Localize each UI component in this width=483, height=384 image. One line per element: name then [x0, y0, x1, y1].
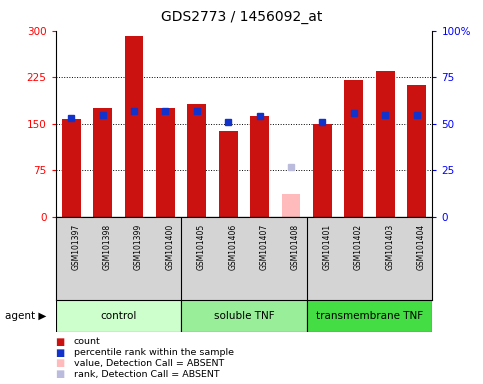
Bar [62, 119, 81, 217]
Text: GSM101398: GSM101398 [103, 223, 112, 270]
Text: GSM101402: GSM101402 [354, 223, 363, 270]
Text: percentile rank within the sample: percentile rank within the sample [74, 348, 234, 357]
Bar [407, 85, 426, 217]
Text: soluble TNF: soluble TNF [213, 311, 274, 321]
Bar [344, 80, 363, 217]
Text: rank, Detection Call = ABSENT: rank, Detection Call = ABSENT [74, 369, 220, 379]
Bar [93, 108, 112, 217]
Bar [181, 300, 307, 332]
Text: GSM101405: GSM101405 [197, 223, 206, 270]
Text: GSM101403: GSM101403 [385, 223, 394, 270]
Bar [313, 124, 332, 217]
Bar [219, 131, 238, 217]
Text: ■: ■ [56, 348, 65, 358]
Text: value, Detection Call = ABSENT: value, Detection Call = ABSENT [74, 359, 224, 368]
Text: agent ▶: agent ▶ [5, 311, 46, 321]
Text: GSM101397: GSM101397 [71, 223, 80, 270]
Text: GSM101406: GSM101406 [228, 223, 237, 270]
Text: GSM101407: GSM101407 [260, 223, 269, 270]
Text: ■: ■ [56, 369, 65, 379]
Bar [187, 104, 206, 217]
Text: control: control [100, 311, 137, 321]
Bar [307, 300, 432, 332]
Text: GSM101408: GSM101408 [291, 223, 300, 270]
Bar [250, 116, 269, 217]
Text: transmembrane TNF: transmembrane TNF [316, 311, 423, 321]
Text: ■: ■ [56, 358, 65, 368]
Text: count: count [74, 337, 100, 346]
Text: GDS2773 / 1456092_at: GDS2773 / 1456092_at [161, 10, 322, 23]
Text: GSM101404: GSM101404 [416, 223, 426, 270]
Bar [56, 300, 181, 332]
Bar [125, 36, 143, 217]
Text: GSM101401: GSM101401 [323, 223, 331, 270]
Bar [376, 71, 395, 217]
Text: GSM101399: GSM101399 [134, 223, 143, 270]
Bar [156, 108, 175, 217]
Text: GSM101400: GSM101400 [165, 223, 174, 270]
Text: ■: ■ [56, 337, 65, 347]
Bar [282, 194, 300, 217]
